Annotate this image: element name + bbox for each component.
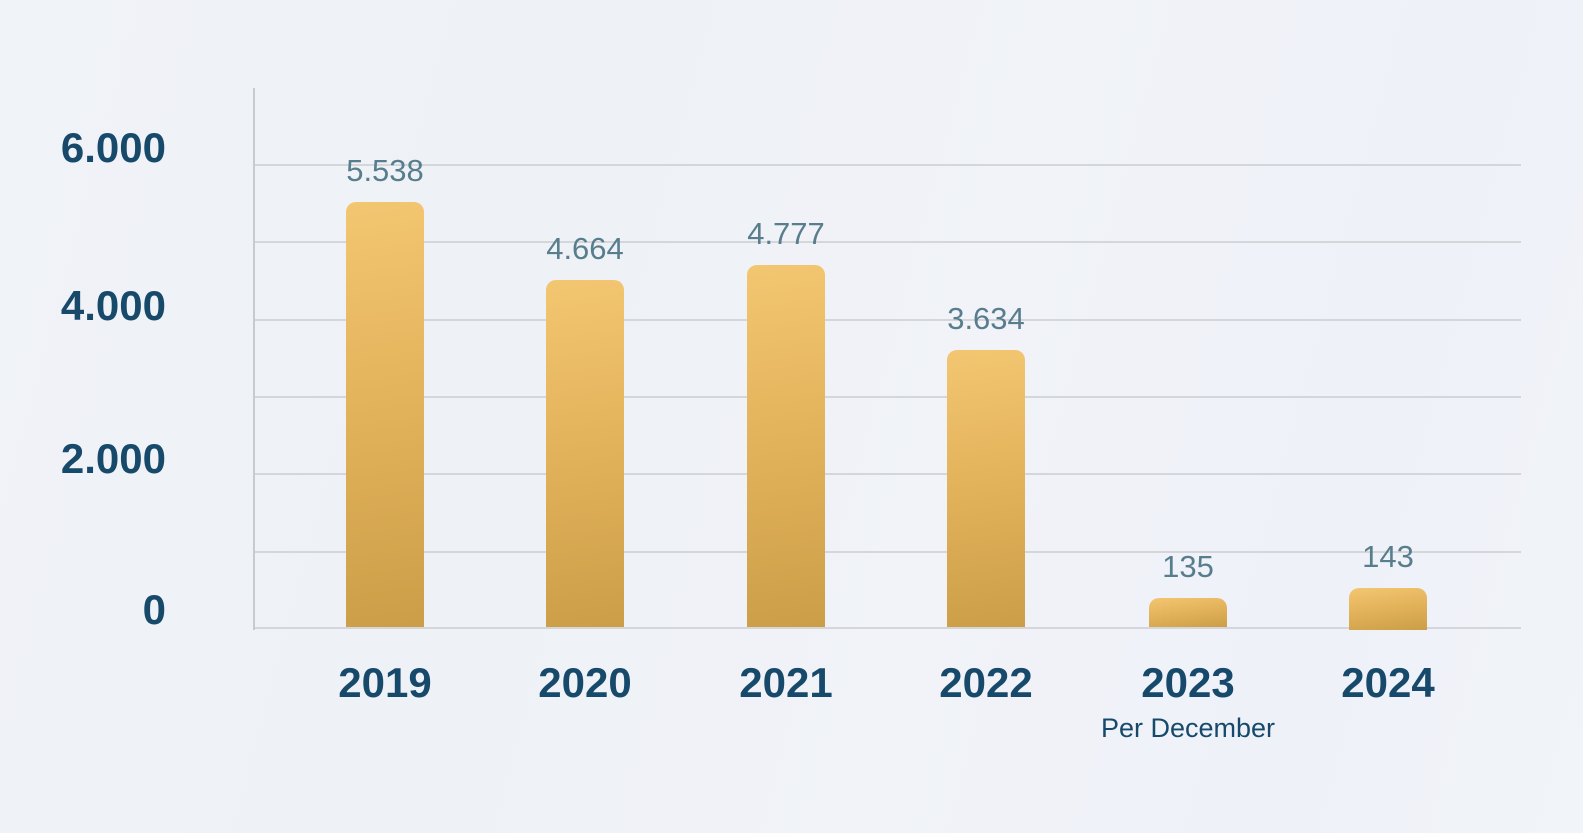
ytick-label-6000: 6.000 [60,124,166,171]
gridline-0 [253,627,1521,629]
value-label-2019: 5.538 [346,153,424,188]
gridline-1000 [253,551,1521,553]
gridline-3000 [253,396,1521,398]
x-label-2023: 2023 [1141,659,1235,706]
ytick-label-4000: 4.000 [60,282,166,329]
value-label-2021: 4.777 [747,216,825,251]
value-label-2024: 143 [1362,539,1414,574]
x-label-2020: 2020 [538,659,632,706]
gridline-4000 [253,319,1521,321]
x-label-2019: 2019 [338,659,432,706]
x-label-2021: 2021 [739,659,833,706]
x-label-2024: 2024 [1341,659,1435,706]
x-note-per-december: Per December [1100,713,1276,743]
bar-2022 [947,350,1025,627]
value-label-2023: 135 [1162,549,1214,584]
bar-2023 [1149,598,1227,627]
value-label-2022: 3.634 [947,301,1025,336]
bar-2021 [747,265,825,627]
ytick-label-0: 0 [142,586,166,633]
ytick-label-2000: 2.000 [60,435,166,482]
gridline-6000 [253,164,1521,166]
bar-2020 [546,280,624,627]
gridline-5000 [253,241,1521,243]
x-label-2022: 2022 [939,659,1033,706]
bar-2019 [346,202,424,627]
value-label-2020: 4.664 [546,231,624,266]
gridline-2000 [253,473,1521,475]
bar-2024 [1349,588,1427,630]
y-axis-line [253,88,255,630]
